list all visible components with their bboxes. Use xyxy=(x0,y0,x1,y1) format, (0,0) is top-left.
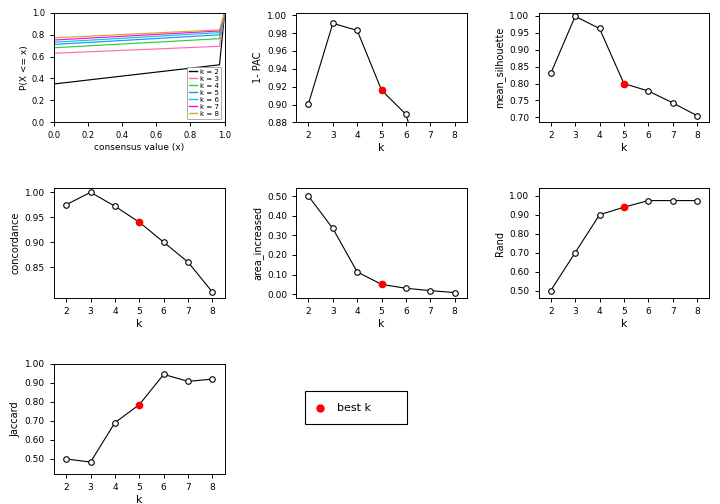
X-axis label: consensus value (x): consensus value (x) xyxy=(94,143,184,152)
Y-axis label: 1- PAC: 1- PAC xyxy=(253,52,263,83)
X-axis label: k: k xyxy=(621,143,627,153)
X-axis label: k: k xyxy=(378,143,385,153)
Y-axis label: concordance: concordance xyxy=(11,212,21,274)
Y-axis label: Rand: Rand xyxy=(495,231,505,256)
Y-axis label: mean_silhouette: mean_silhouette xyxy=(495,27,505,108)
X-axis label: k: k xyxy=(136,494,143,504)
X-axis label: k: k xyxy=(378,319,385,329)
X-axis label: k: k xyxy=(136,319,143,329)
Text: best k: best k xyxy=(337,403,372,413)
Y-axis label: P(X <= x): P(X <= x) xyxy=(20,45,29,90)
Y-axis label: area_increased: area_increased xyxy=(252,206,263,280)
X-axis label: k: k xyxy=(621,319,627,329)
Legend: k = 2, k = 3, k = 4, k = 5, k = 6, k = 7, k = 8: k = 2, k = 3, k = 4, k = 5, k = 6, k = 7… xyxy=(187,67,221,119)
Y-axis label: Jaccard: Jaccard xyxy=(11,401,21,436)
